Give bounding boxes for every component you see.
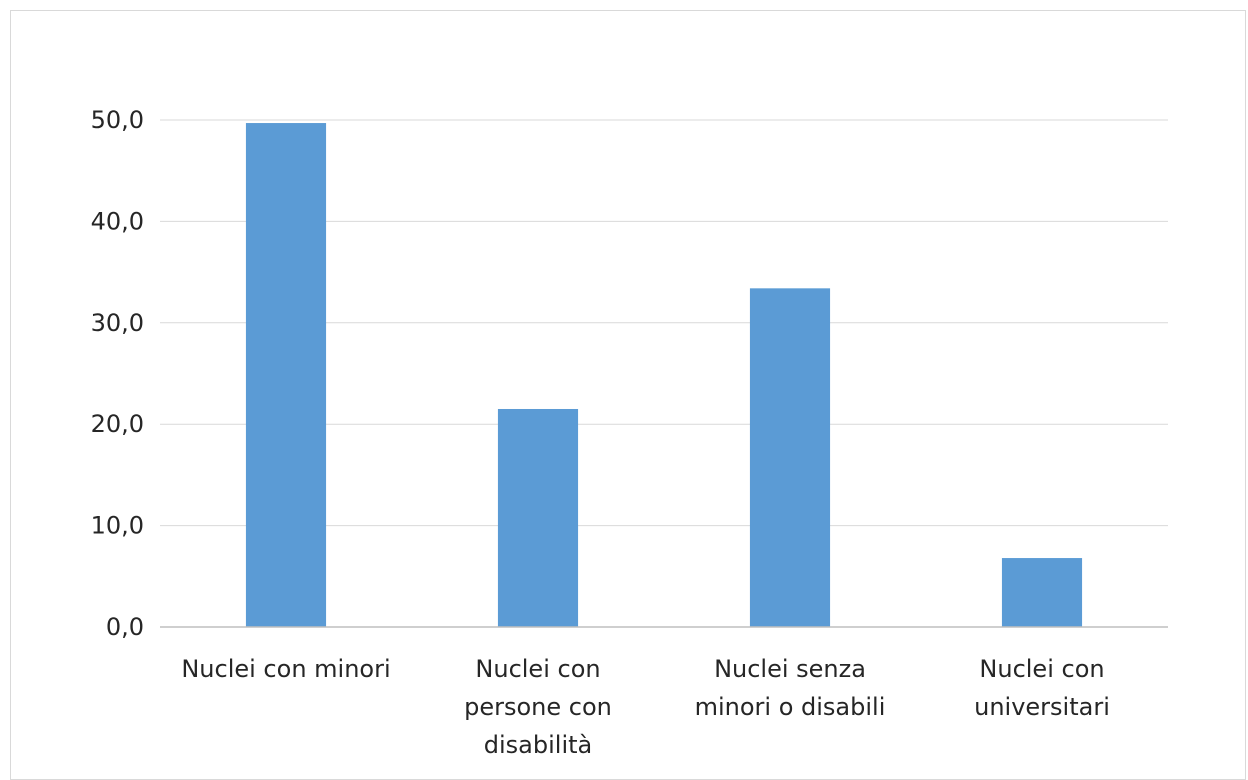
- y-tick-label: 30,0: [91, 309, 144, 337]
- x-tick-label: Nuclei con universitari: [974, 655, 1110, 721]
- x-tick-label: Nuclei con minori: [181, 655, 390, 683]
- gridlines: [160, 119, 1168, 527]
- bar: [1001, 558, 1083, 627]
- x-tick-label-line: universitari: [974, 693, 1110, 721]
- chart-frame: [10, 10, 1246, 780]
- y-tick-label: 0,0: [106, 613, 144, 641]
- y-tick-label: 20,0: [91, 410, 144, 438]
- bar: [497, 408, 579, 627]
- y-tick-label: 40,0: [91, 207, 144, 235]
- y-tick-label: 10,0: [91, 512, 144, 540]
- x-tick-label-line: Nuclei con: [979, 655, 1104, 683]
- x-tick-label: Nuclei senza minori o disabili: [695, 655, 886, 721]
- x-tick-label-line: minori o disabili: [695, 693, 886, 721]
- bar: [245, 123, 327, 628]
- x-tick-label-line: Nuclei con: [475, 655, 600, 683]
- x-tick-label-line: persone con: [464, 693, 612, 721]
- y-tick-label: 50,0: [91, 106, 144, 134]
- x-tick-label-line: disabilità: [484, 731, 592, 759]
- bar: [749, 288, 831, 627]
- x-tick-label-line: Nuclei senza: [714, 655, 866, 683]
- y-axis-ticks: 0,0 10,0 20,0 30,0 40,0 50,0: [91, 106, 144, 641]
- x-tick-label: Nuclei con persone con disabilità: [464, 655, 612, 759]
- bars: [245, 123, 1083, 628]
- x-tick-label-line: Nuclei con minori: [181, 655, 390, 683]
- x-axis-labels: Nuclei con minori Nuclei con persone con di…: [181, 655, 1110, 759]
